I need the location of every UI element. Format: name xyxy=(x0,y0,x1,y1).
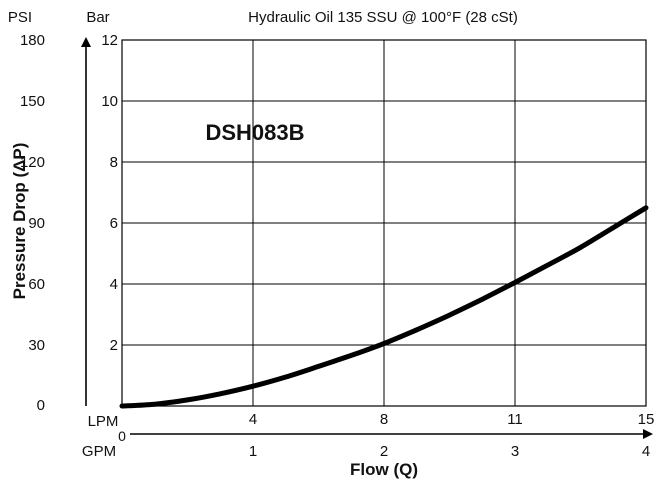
psi-tick-label: 180 xyxy=(20,32,45,49)
gpm-tick-label: 3 xyxy=(511,443,519,460)
series-layer xyxy=(119,205,649,409)
lpm-unit-label: LPM xyxy=(88,413,119,430)
gpm-tick-label: 2 xyxy=(380,443,388,460)
psi-tick-label: 0 xyxy=(37,397,45,414)
psi-tick-label: 60 xyxy=(28,276,45,293)
bar-tick-label: 6 xyxy=(110,215,118,232)
psi-tick-label: 90 xyxy=(28,215,45,232)
x-axis-label: Flow (Q) xyxy=(350,460,418,479)
bar-tick-label: 12 xyxy=(101,32,118,49)
psi-tick-label: 150 xyxy=(20,93,45,110)
psi-tick-label: 120 xyxy=(20,154,45,171)
bar-tick-label: 8 xyxy=(110,154,118,171)
lpm-tick-label: 11 xyxy=(507,411,523,428)
gpm-tick-label: 4 xyxy=(642,443,650,460)
gpm-tick-label: 1 xyxy=(249,443,257,460)
grid-layer xyxy=(121,39,647,407)
lpm-tick-label: 15 xyxy=(638,411,655,428)
psi-tick-label: 30 xyxy=(28,337,45,354)
lpm-tick-label: 8 xyxy=(380,411,388,428)
psi-unit-label: PSI xyxy=(8,9,32,26)
y-axis-label: Pressure Drop (ΔP) xyxy=(10,143,29,300)
gpm-unit-label: GPM xyxy=(82,443,116,460)
bar-tick-label: 10 xyxy=(101,93,118,110)
lpm-tick-label: 4 xyxy=(249,411,257,428)
model-annotation: DSH083B xyxy=(205,120,304,145)
chart-title: Hydraulic Oil 135 SSU @ 100°F (28 cSt) xyxy=(248,9,518,26)
bar-tick-label: 2 xyxy=(110,337,118,354)
x-origin-label: 0 xyxy=(118,428,126,444)
bar-unit-label: Bar xyxy=(86,9,109,26)
axis-layer xyxy=(81,37,653,439)
pressure-drop-curve xyxy=(119,205,649,409)
bar-tick-label: 4 xyxy=(110,276,118,293)
